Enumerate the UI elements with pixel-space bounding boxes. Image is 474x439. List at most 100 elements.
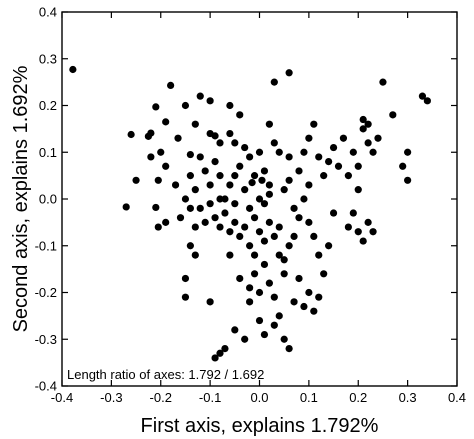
data-point	[206, 181, 214, 189]
data-point	[270, 321, 278, 329]
data-point	[216, 139, 224, 147]
data-point	[241, 335, 249, 343]
data-point	[250, 172, 259, 180]
data-point	[231, 172, 239, 180]
axes-ratio-annotation: Length ratio of axes: 1.792 / 1.692	[67, 367, 264, 382]
y-axis-title: Second axis, explains 1.692%	[10, 65, 32, 332]
data-point	[374, 134, 382, 142]
data-point	[231, 200, 239, 208]
data-point	[305, 134, 313, 142]
data-point	[270, 232, 278, 240]
data-point	[344, 172, 352, 180]
data-point	[290, 298, 298, 306]
data-point	[255, 195, 264, 203]
data-point	[174, 134, 182, 142]
y-tick-label: 0.2	[39, 98, 57, 113]
data-point	[206, 298, 214, 306]
data-point	[255, 316, 264, 325]
y-tick-label: -0.1	[35, 238, 57, 253]
data-point	[310, 307, 318, 315]
x-tick-label: -0.3	[100, 390, 122, 405]
data-point	[132, 176, 140, 184]
data-point	[255, 228, 264, 236]
data-point	[236, 274, 244, 283]
data-point	[354, 162, 362, 170]
data-point	[339, 134, 348, 142]
data-point	[285, 345, 293, 353]
data-point	[191, 251, 199, 259]
data-point	[320, 270, 328, 278]
data-point	[167, 81, 175, 89]
data-point	[290, 204, 298, 212]
data-point	[196, 92, 204, 100]
data-point	[270, 293, 278, 301]
y-tick-label: 0.3	[39, 51, 57, 66]
data-point	[285, 242, 293, 250]
x-tick-label: 0.0	[250, 390, 268, 405]
data-point	[186, 172, 194, 180]
data-point	[379, 78, 387, 86]
data-point	[206, 200, 214, 208]
x-tick-label: 0.4	[448, 390, 466, 405]
data-point	[152, 203, 160, 212]
data-point	[231, 139, 239, 147]
data-point	[265, 181, 273, 189]
data-point	[275, 223, 283, 231]
data-point	[295, 274, 303, 283]
y-tick-label: 0.4	[39, 5, 57, 20]
data-point	[248, 179, 256, 187]
data-point	[226, 181, 234, 189]
data-point	[305, 218, 313, 226]
data-point	[364, 218, 372, 226]
data-point	[250, 270, 259, 278]
data-point	[275, 148, 283, 156]
data-point	[216, 223, 224, 231]
data-point	[354, 228, 362, 236]
data-point	[231, 218, 239, 226]
points-layer	[69, 65, 431, 362]
data-point	[162, 162, 170, 170]
data-point	[260, 330, 269, 339]
data-point	[325, 242, 333, 250]
data-point	[280, 186, 288, 194]
data-point	[359, 125, 367, 133]
data-point	[349, 148, 357, 156]
data-point	[265, 279, 273, 287]
data-point	[280, 270, 288, 278]
data-point	[418, 92, 427, 100]
data-point	[280, 335, 288, 343]
data-point	[329, 143, 338, 152]
data-point	[320, 172, 328, 180]
data-point	[147, 153, 155, 161]
y-tick-label: 0.1	[39, 145, 57, 160]
data-point	[191, 120, 199, 128]
data-point	[369, 148, 377, 156]
data-point	[231, 326, 239, 334]
data-point	[162, 118, 170, 126]
plot-frame	[61, 11, 458, 387]
data-point	[399, 162, 407, 170]
x-axis-title: First axis, explains 1.792%	[141, 415, 379, 437]
y-tick-label: -0.3	[35, 332, 57, 347]
data-point	[206, 97, 214, 105]
data-point	[344, 223, 352, 231]
data-point	[171, 181, 180, 189]
data-point	[241, 143, 249, 152]
data-point	[265, 218, 273, 226]
data-point	[270, 78, 278, 86]
data-point	[329, 209, 338, 217]
data-point	[265, 190, 273, 198]
data-point	[157, 148, 165, 156]
data-point	[154, 223, 162, 231]
data-point	[270, 139, 278, 147]
data-point	[325, 158, 333, 166]
data-point	[216, 349, 224, 357]
data-point	[211, 354, 219, 362]
x-tick-label: 0.1	[300, 390, 318, 405]
data-point	[255, 288, 264, 297]
data-point	[201, 167, 209, 175]
data-point	[196, 153, 204, 161]
data-point	[260, 237, 269, 245]
data-point	[334, 162, 343, 170]
